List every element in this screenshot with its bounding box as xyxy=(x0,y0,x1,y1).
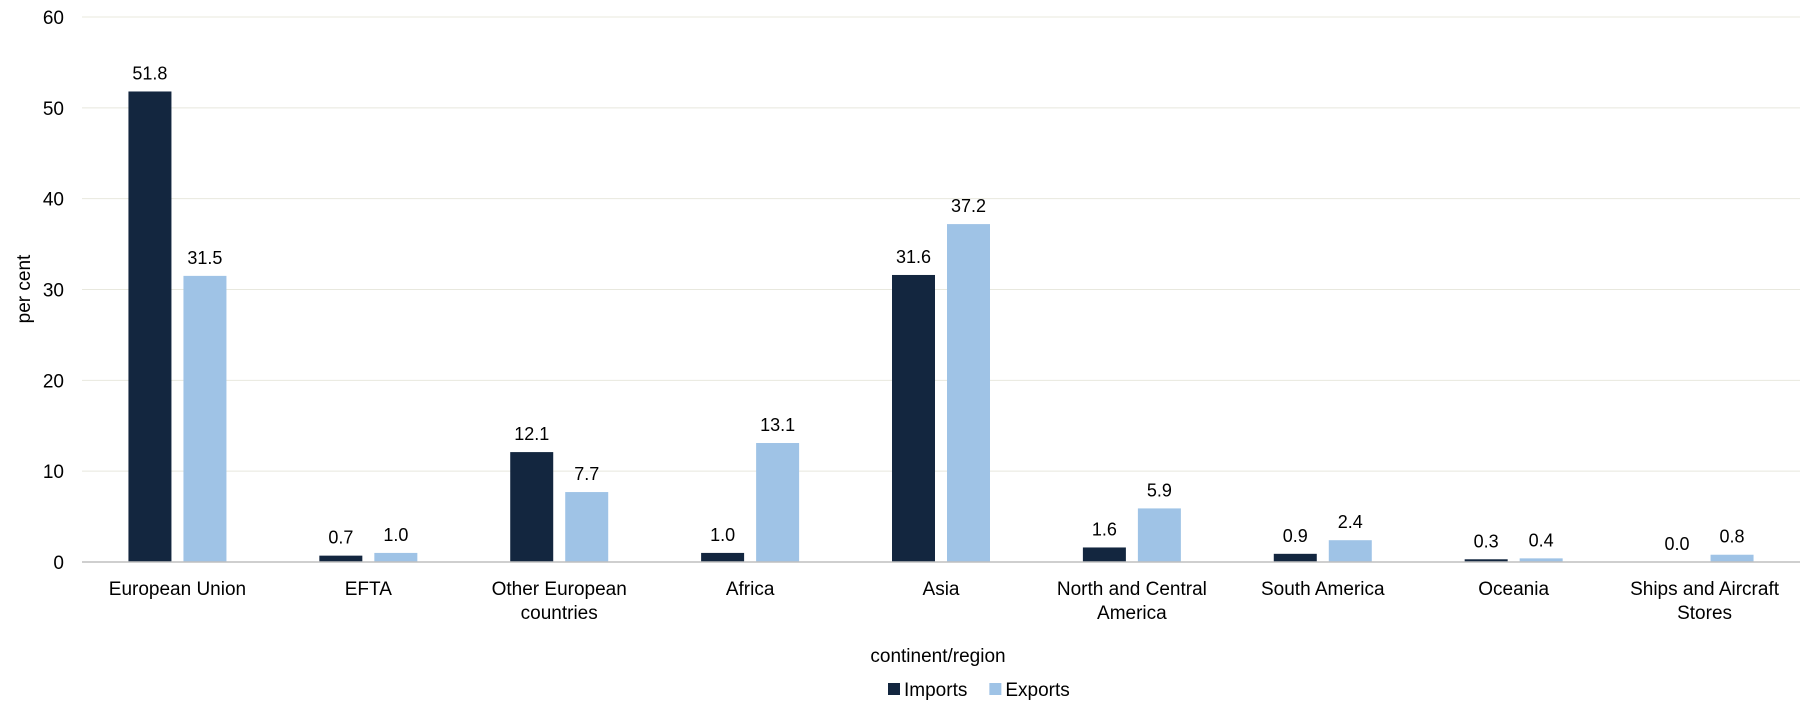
bar-exports xyxy=(947,224,990,562)
x-tick-label: Africa xyxy=(726,579,775,600)
bar-imports xyxy=(510,452,554,562)
y-tick-label: 10 xyxy=(43,462,64,483)
bar-imports xyxy=(1464,559,1508,562)
data-label-imports: 12.1 xyxy=(514,424,549,444)
data-label-exports: 13.1 xyxy=(760,415,795,435)
y-tick-label: 0 xyxy=(53,553,64,574)
x-tick-label: Ships and Aircraft Stores xyxy=(1630,579,1780,624)
y-tick-label: 20 xyxy=(43,371,64,392)
bar-exports xyxy=(374,552,418,562)
data-label-exports: 37.2 xyxy=(951,196,986,216)
bar-exports xyxy=(1710,554,1754,562)
x-axis-title: continent/region xyxy=(870,646,1005,667)
data-label-imports: 51.8 xyxy=(132,63,167,83)
bar-exports xyxy=(756,443,800,562)
data-labels: 51.8 31.5 0.7 1.0 12.1 7.7 1.0 13.1 31.6 37.2 1.6 5… xyxy=(132,63,1744,554)
bar-imports xyxy=(319,555,363,562)
bars xyxy=(128,91,1754,562)
x-tick-label: South America xyxy=(1261,579,1385,600)
y-axis-title: per cent xyxy=(14,254,35,323)
y-tick-label: 30 xyxy=(43,281,64,302)
bar-imports xyxy=(128,91,172,562)
bar-exports xyxy=(1519,558,1563,562)
data-label-imports: 1.6 xyxy=(1092,519,1117,539)
legend: Imports Exports xyxy=(888,680,1070,701)
y-tick-label: 60 xyxy=(43,8,64,29)
data-label-exports: 0.4 xyxy=(1529,530,1554,550)
x-tick-label: North and Central America xyxy=(1057,579,1207,624)
data-label-imports: 0.7 xyxy=(328,528,353,548)
bar-exports xyxy=(1137,508,1181,562)
data-label-exports: 2.4 xyxy=(1338,512,1363,532)
y-tick-label: 40 xyxy=(43,190,64,211)
data-label-imports: 31.6 xyxy=(896,247,931,267)
data-label-imports: 0.3 xyxy=(1474,531,1499,551)
data-label-imports: 0.9 xyxy=(1283,526,1308,546)
x-tick-label: Asia xyxy=(923,579,960,600)
data-label-imports: 1.0 xyxy=(710,525,735,545)
data-label-exports: 7.7 xyxy=(574,464,599,484)
bar-imports xyxy=(701,552,745,562)
data-label-exports: 0.8 xyxy=(1720,527,1745,547)
data-label-exports: 5.9 xyxy=(1147,480,1172,500)
x-tick-label: Other European countries xyxy=(492,579,627,624)
bar-exports xyxy=(565,492,609,562)
y-axis-ticks: 0 10 20 30 40 50 60 xyxy=(43,8,64,574)
x-tick-label: European Union xyxy=(109,579,246,600)
bar-exports xyxy=(183,275,227,562)
bar-imports xyxy=(1273,553,1317,562)
data-label-exports: 31.5 xyxy=(187,248,222,268)
gridlines xyxy=(82,16,1800,472)
x-axis-ticks: European Union EFTA Other European countrie… xyxy=(109,579,1780,624)
legend-label-imports: Imports xyxy=(904,680,967,701)
y-tick-label: 50 xyxy=(43,99,64,120)
x-tick-label: Oceania xyxy=(1478,579,1549,600)
bar-imports xyxy=(892,274,935,562)
x-tick-label: EFTA xyxy=(345,579,392,600)
data-label-imports: 0.0 xyxy=(1665,534,1690,554)
legend-label-exports: Exports xyxy=(1005,680,1069,701)
data-label-exports: 1.0 xyxy=(383,525,408,545)
bar-imports xyxy=(1082,547,1126,562)
legend-swatch-imports xyxy=(888,683,900,695)
bar-exports xyxy=(1328,540,1372,562)
legend-swatch-exports xyxy=(989,683,1002,695)
